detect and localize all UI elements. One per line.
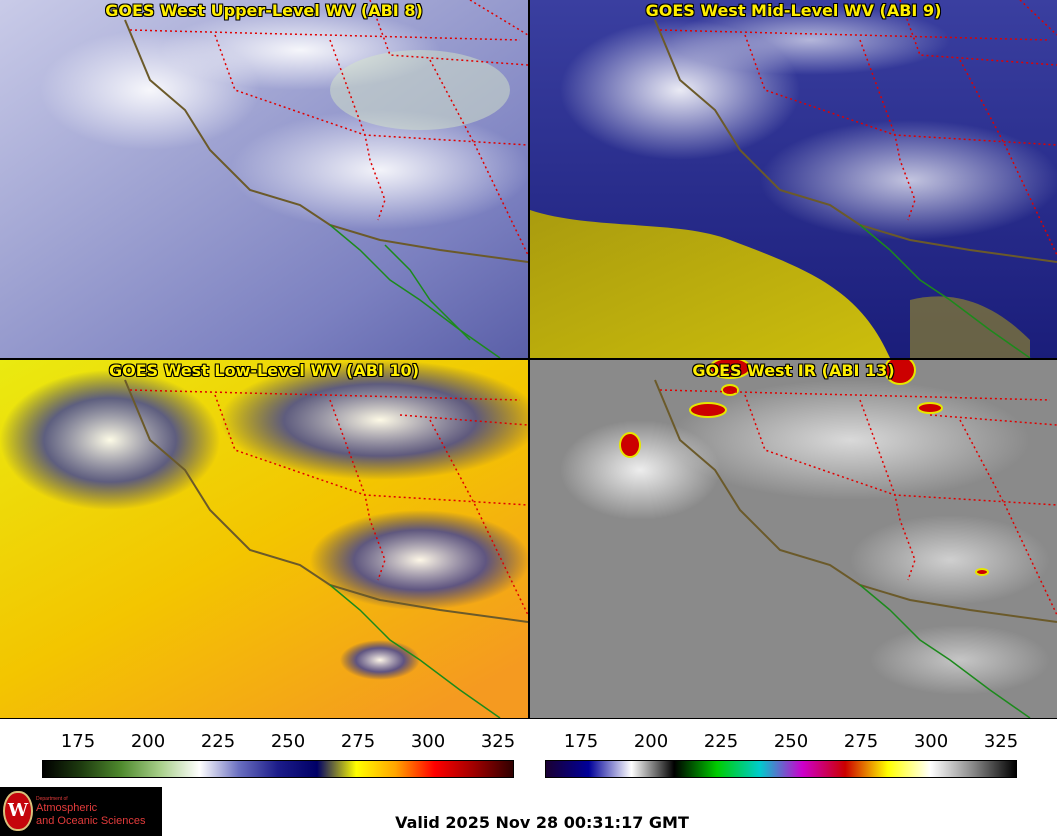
ir-image [530,360,1057,718]
panel-title: GOES West Low-Level WV (ABI 10) [108,361,419,380]
uw-seal-icon: W [3,791,33,831]
ir-colorbar [545,760,1017,778]
wv-tick-label: 250 [270,731,306,752]
wv-colorbar [42,760,514,778]
wv-tick-label: 175 [60,731,96,752]
panel-low-level-wv: GOES West Low-Level WV (ABI 10) [0,360,528,718]
ir-colorbar-ticks: 175 200 225 250 275 300 325 [545,731,1019,752]
panel-title: GOES West IR (ABI 13) [692,361,895,380]
wv-tick-label: 300 [410,731,446,752]
aos-logo: W Department of Atmospheric and Oceanic … [0,787,162,836]
horizontal-divider [0,358,1057,360]
ir-tick-label: 300 [913,731,949,752]
wv-tick-label: 325 [480,731,516,752]
ir-tick-label: 225 [703,731,739,752]
panel-title: GOES West Mid-Level WV (ABI 9) [645,1,942,20]
ir-tick-label: 325 [983,731,1019,752]
panel-ir: GOES West IR (ABI 13) [530,360,1057,718]
wv-tick-label: 275 [340,731,376,752]
logo-line-2: Atmospheric [36,802,98,814]
valid-time: Valid 2025 Nov 28 00:31:17 GMT [395,813,689,832]
panel-upper-level-wv: GOES West Upper-Level WV (ABI 8) [0,0,528,358]
ir-tick-label: 175 [563,731,599,752]
upper-wv-image [0,0,528,358]
low-wv-image [0,360,528,718]
wv-tick-label: 200 [130,731,166,752]
mid-wv-image [530,0,1057,358]
ir-tick-label: 250 [773,731,809,752]
bottom-border [0,718,1057,719]
ir-tick-label: 200 [633,731,669,752]
logo-line-3: and Oceanic Sciences [36,815,146,827]
panel-mid-level-wv: GOES West Mid-Level WV (ABI 9) [530,0,1057,358]
wv-tick-label: 225 [200,731,236,752]
panel-title: GOES West Upper-Level WV (ABI 8) [105,1,423,20]
ir-tick-label: 275 [843,731,879,752]
wv-colorbar-ticks: 175 200 225 250 275 300 325 [42,731,516,752]
logo-line-1: Department of [36,796,68,802]
